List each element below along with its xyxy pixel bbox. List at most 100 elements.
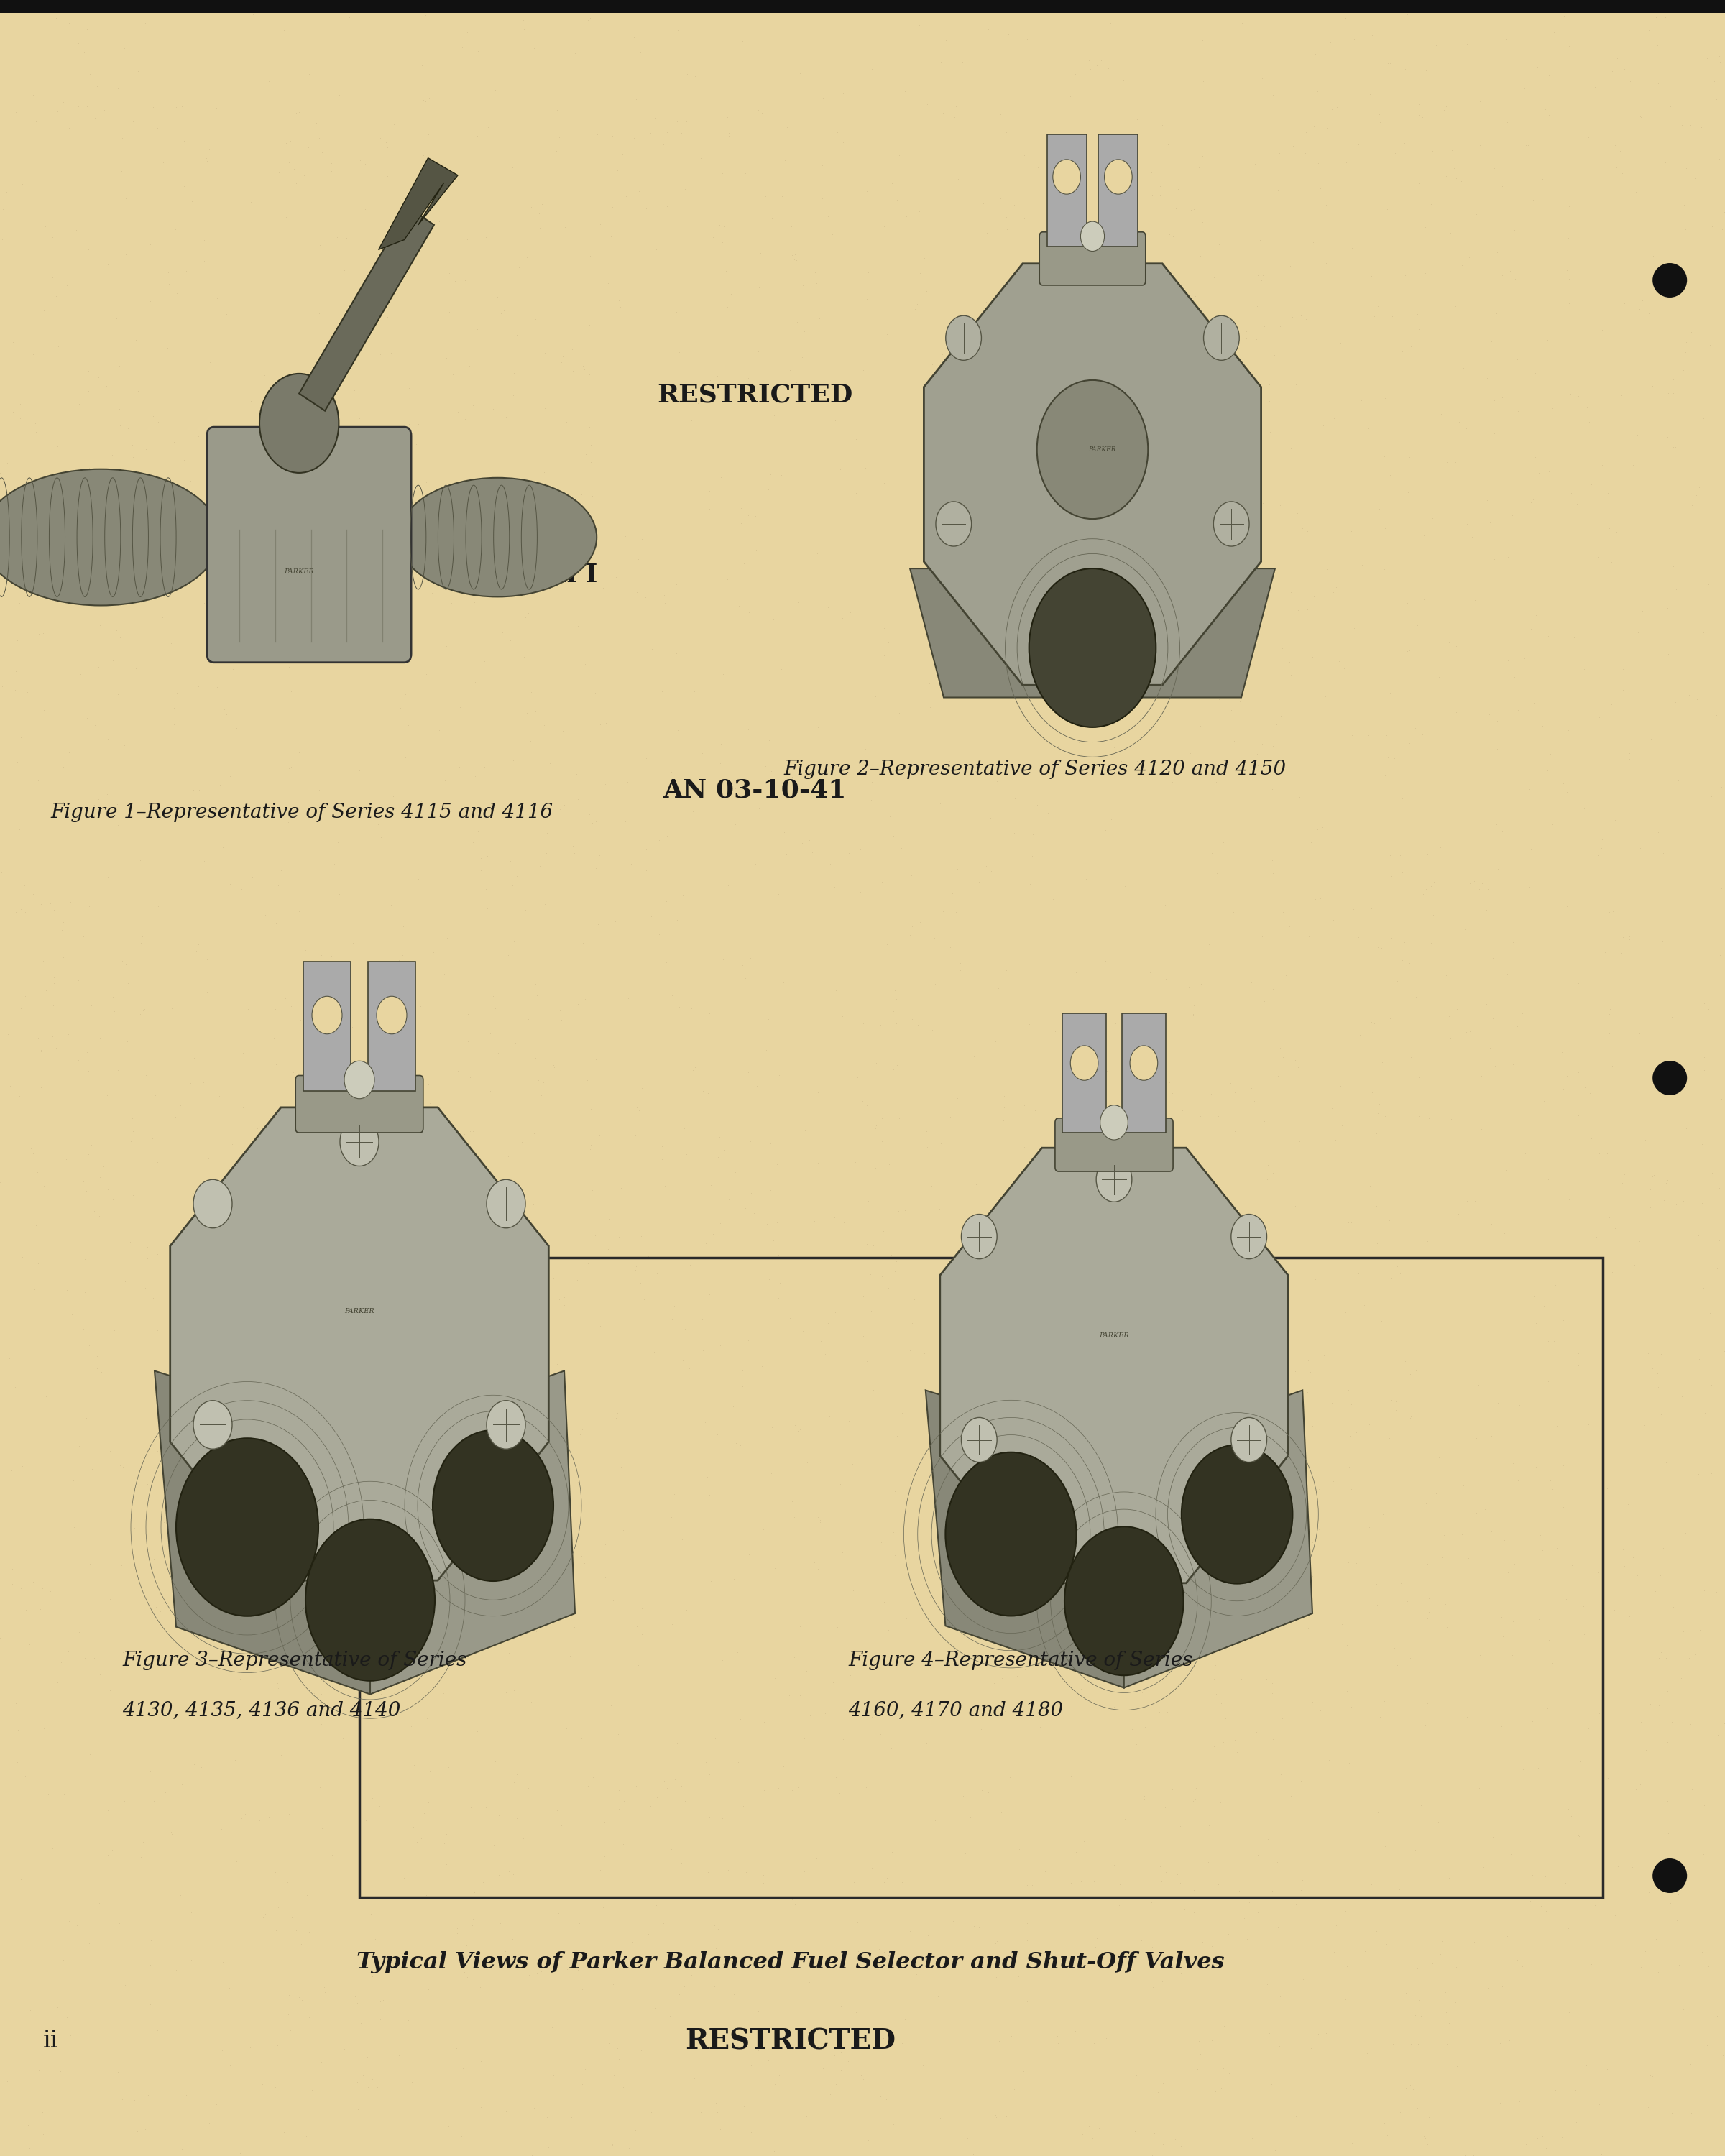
Point <box>469 1365 497 1399</box>
Point <box>116 0 143 26</box>
Point <box>97 1583 124 1617</box>
Point <box>1697 1276 1725 1311</box>
Point <box>347 2005 374 2040</box>
Point <box>1199 1352 1226 1386</box>
Point <box>899 1003 926 1037</box>
Point <box>964 375 992 410</box>
Point <box>716 1181 743 1216</box>
Point <box>1264 1910 1292 1945</box>
Point <box>1549 1302 1577 1337</box>
Point <box>1040 1731 1068 1766</box>
Point <box>128 636 155 671</box>
Point <box>605 1792 633 1826</box>
Point <box>795 0 823 19</box>
Point <box>1661 1457 1689 1492</box>
Point <box>973 216 1000 250</box>
Point <box>1515 2124 1542 2156</box>
Point <box>821 403 849 438</box>
Point <box>554 166 581 201</box>
Point <box>262 1975 290 2009</box>
Point <box>1627 830 1654 865</box>
Point <box>485 1835 512 1869</box>
Point <box>1546 2119 1573 2154</box>
Point <box>210 692 238 727</box>
Point <box>105 1449 133 1483</box>
Point <box>1133 1117 1161 1151</box>
Point <box>1540 15 1568 50</box>
Point <box>1306 1511 1333 1546</box>
Point <box>95 1173 122 1207</box>
Point <box>712 254 740 289</box>
Point <box>1120 658 1147 692</box>
Point <box>952 1485 980 1520</box>
Point <box>1616 65 1644 99</box>
Point <box>1118 1712 1145 1746</box>
Point <box>821 160 849 194</box>
Point <box>433 1848 461 1882</box>
Point <box>436 834 464 869</box>
Point <box>1092 436 1120 470</box>
Point <box>540 1050 568 1084</box>
Point <box>693 1076 721 1110</box>
Point <box>85 1317 112 1352</box>
Point <box>1247 0 1275 30</box>
Point <box>464 313 492 347</box>
Point <box>538 1462 566 1496</box>
Point <box>826 2035 854 2070</box>
Point <box>1466 1770 1494 1805</box>
Point <box>635 2001 662 2035</box>
Point <box>366 1212 393 1246</box>
Point <box>992 953 1019 987</box>
Point <box>540 1048 568 1082</box>
Point <box>605 282 633 317</box>
Point <box>845 1934 873 1968</box>
Point <box>414 1130 442 1164</box>
Point <box>216 1936 243 1971</box>
Point <box>148 144 176 179</box>
Point <box>1147 496 1175 530</box>
Point <box>1411 384 1439 418</box>
Point <box>1061 576 1088 610</box>
Point <box>1023 1421 1051 1455</box>
Point <box>1454 1639 1482 1673</box>
Point <box>1687 457 1715 492</box>
Point <box>1594 2053 1621 2087</box>
Point <box>669 1677 697 1712</box>
Point <box>1206 205 1233 239</box>
Point <box>267 397 295 431</box>
Point <box>1152 91 1180 125</box>
Circle shape <box>1204 315 1239 360</box>
Point <box>1044 593 1071 627</box>
Point <box>540 1261 568 1296</box>
Point <box>1532 93 1559 127</box>
Point <box>1632 1123 1659 1158</box>
Point <box>1256 1266 1283 1300</box>
Point <box>243 1078 271 1112</box>
Point <box>1000 815 1028 849</box>
Point <box>414 1067 442 1102</box>
Point <box>668 97 695 132</box>
Point <box>81 787 109 821</box>
Polygon shape <box>911 569 1275 699</box>
Point <box>1339 718 1366 752</box>
Point <box>1489 259 1516 293</box>
Point <box>881 1779 909 1813</box>
Point <box>1618 1850 1646 1884</box>
Point <box>761 2068 788 2102</box>
Point <box>1014 772 1042 806</box>
Point <box>255 742 283 776</box>
Point <box>1363 332 1390 367</box>
Point <box>1401 711 1428 746</box>
Point <box>595 552 623 586</box>
Point <box>1156 1675 1183 1710</box>
Point <box>53 1725 81 1759</box>
Point <box>745 334 773 369</box>
Point <box>837 1662 864 1697</box>
Point <box>1587 830 1615 865</box>
Point <box>1499 955 1527 990</box>
Point <box>518 524 545 558</box>
Point <box>1301 37 1328 71</box>
Point <box>1592 1539 1620 1574</box>
Point <box>304 1453 331 1488</box>
Point <box>1358 1770 1385 1805</box>
